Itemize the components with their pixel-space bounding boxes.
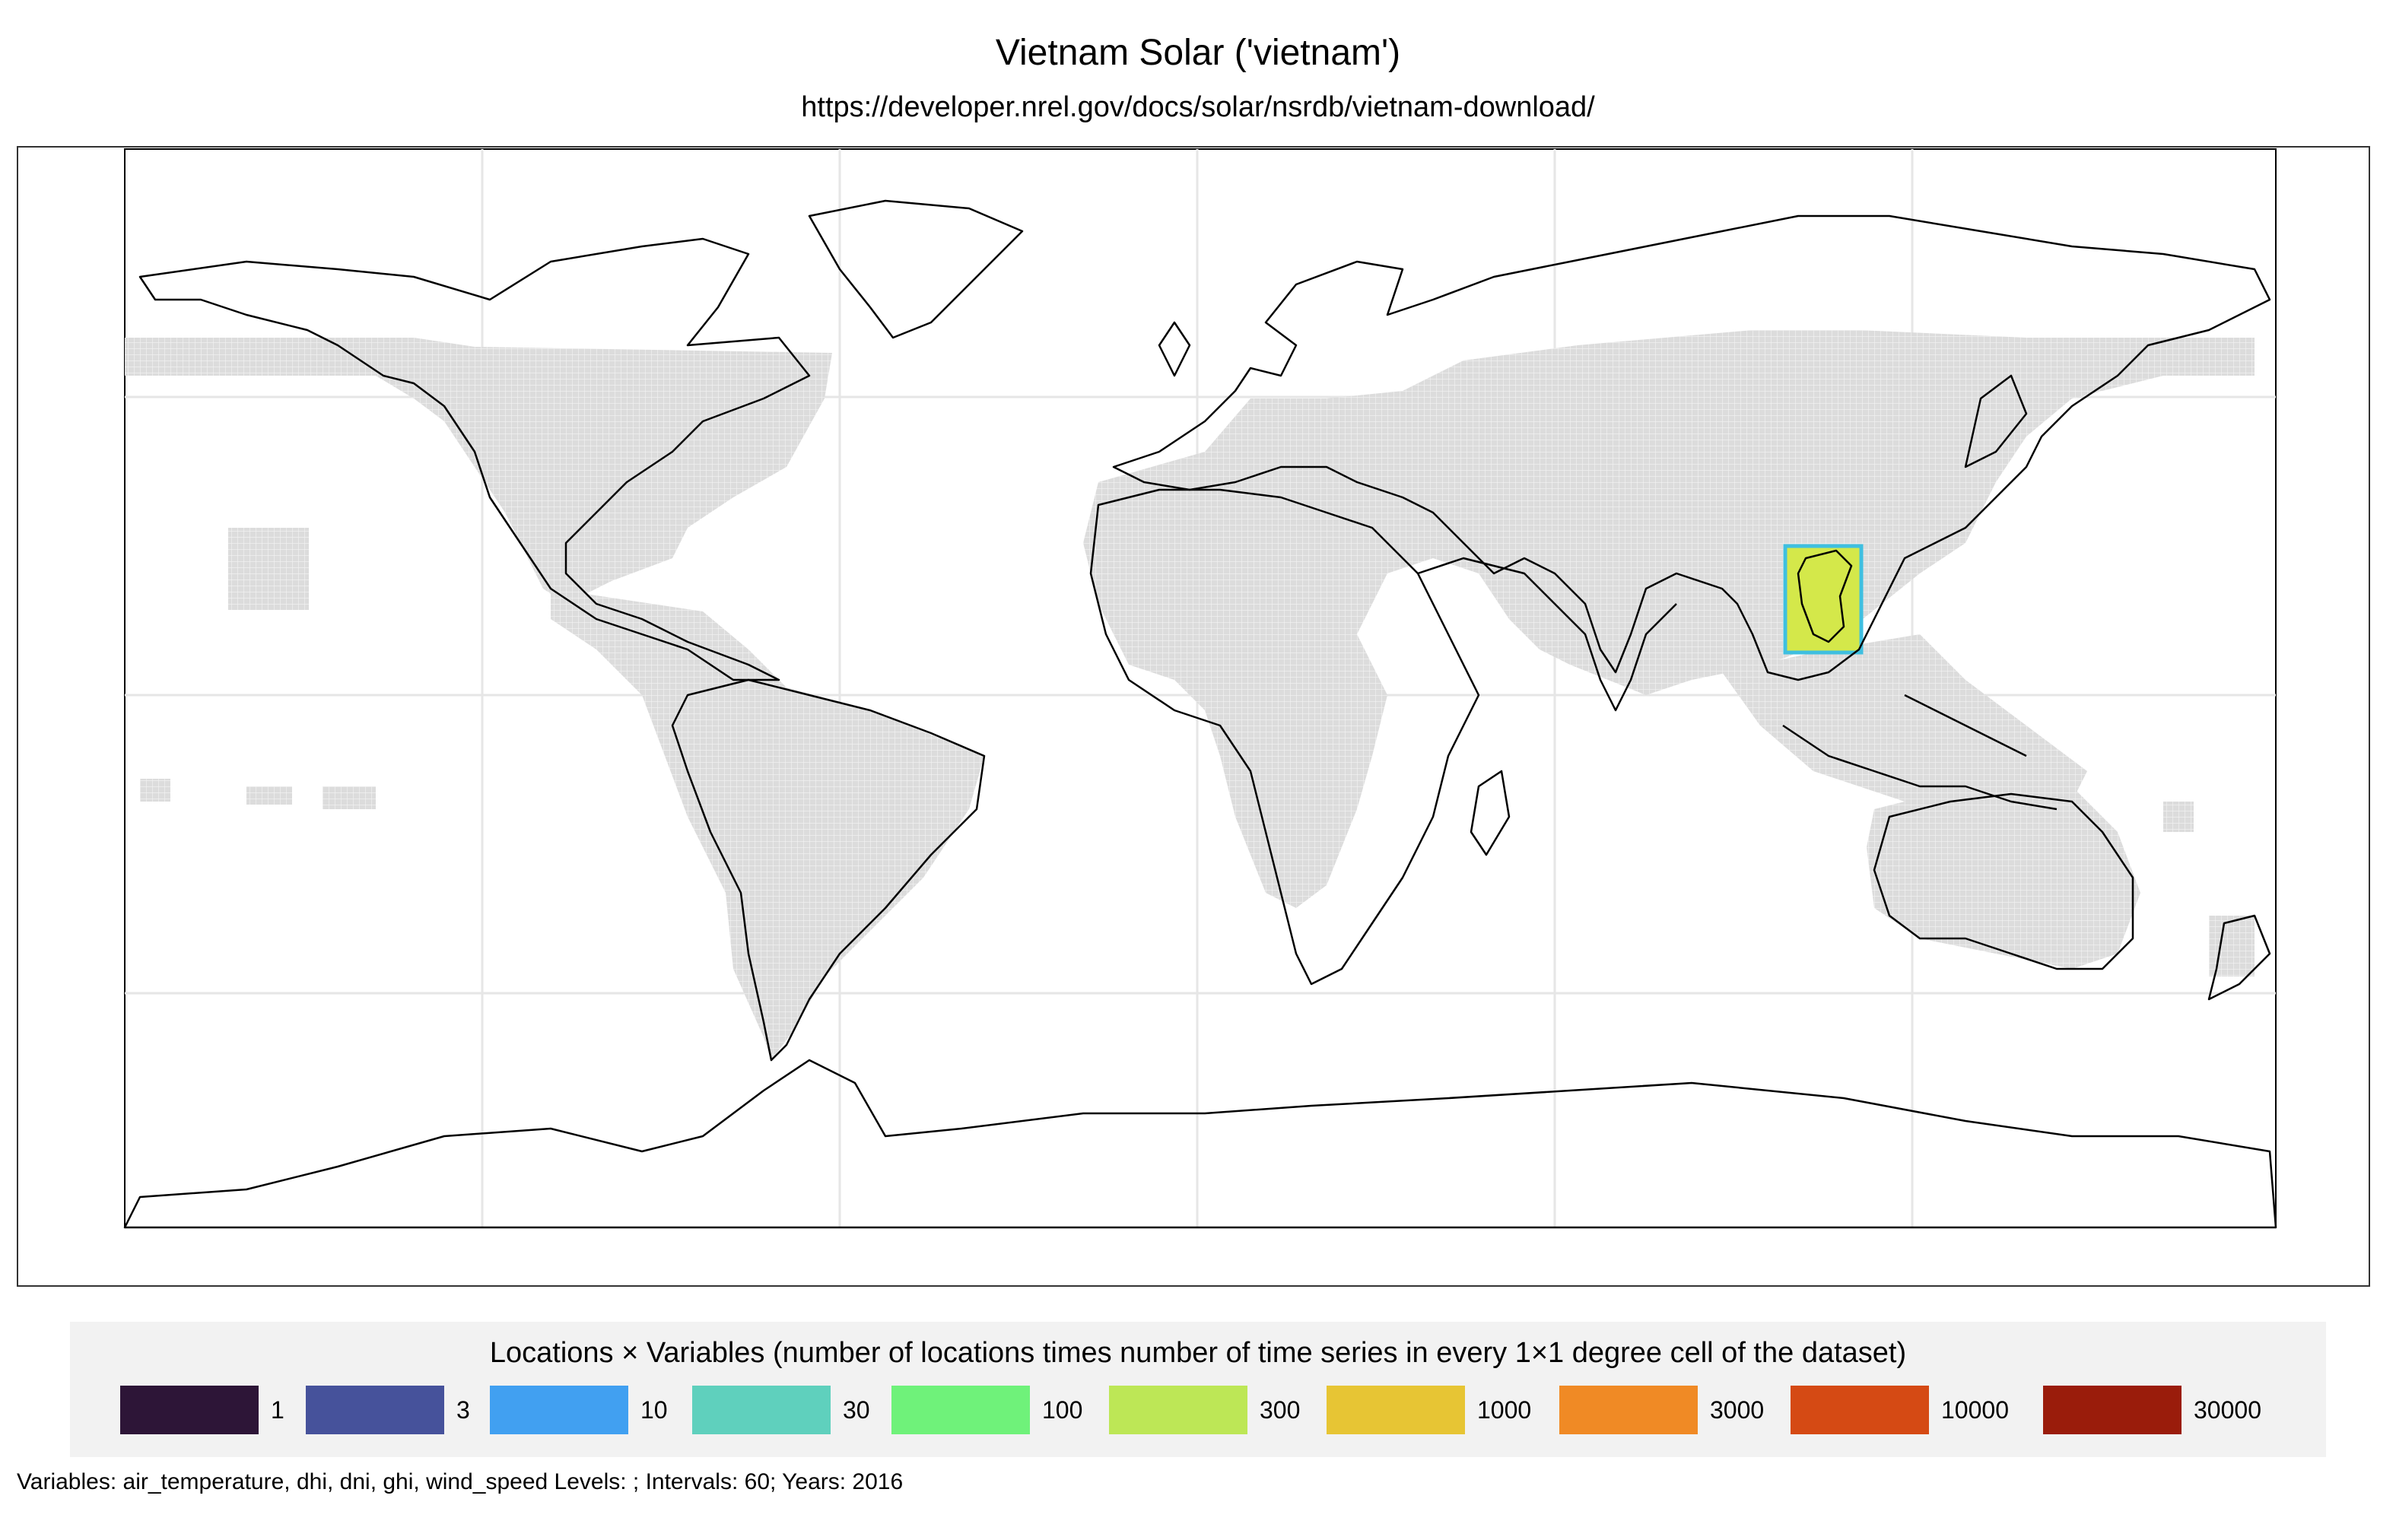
- legend-label: 10000: [1941, 1396, 2009, 1424]
- legend-swatch: [1327, 1386, 1465, 1434]
- legend-label: 3: [456, 1396, 470, 1424]
- legend-swatch: [120, 1386, 259, 1434]
- legend-label: 300: [1260, 1396, 1301, 1424]
- legend-swatch: [1559, 1386, 1698, 1434]
- legend-swatch: [306, 1386, 444, 1434]
- legend-swatch: [891, 1386, 1030, 1434]
- legend-label: 30000: [2194, 1396, 2261, 1424]
- legend: Locations × Variables (number of locatio…: [70, 1322, 2326, 1457]
- coverage-area: [125, 330, 2255, 1060]
- legend-label: 1: [271, 1396, 284, 1424]
- world-map: [123, 148, 2277, 1229]
- legend-title: Locations × Variables (number of locatio…: [489, 1337, 1907, 1369]
- legend-row: 1 3 10 30 100 300 1000 3000: [70, 1386, 2326, 1434]
- legend-label: 1000: [1477, 1396, 1532, 1424]
- legend-swatch: [1791, 1386, 1929, 1434]
- legend-swatch: [490, 1386, 628, 1434]
- chart-subtitle: https://developer.nrel.gov/docs/solar/ns…: [801, 91, 1595, 123]
- chart-title: Vietnam Solar ('vietnam'): [995, 33, 1401, 73]
- legend-label: 10: [640, 1396, 668, 1424]
- map-panel: [17, 146, 2370, 1287]
- legend-label: 3000: [1710, 1396, 1765, 1424]
- coastlines: [123, 199, 2277, 1229]
- legend-label: 100: [1042, 1396, 1083, 1424]
- legend-label: 30: [843, 1396, 870, 1424]
- footnote: Variables: air_temperature, dhi, dni, gh…: [17, 1469, 904, 1494]
- legend-swatch: [2043, 1386, 2182, 1434]
- legend-swatch: [692, 1386, 831, 1434]
- vietnam-highlight: [1783, 544, 1864, 655]
- legend-swatch: [1109, 1386, 1247, 1434]
